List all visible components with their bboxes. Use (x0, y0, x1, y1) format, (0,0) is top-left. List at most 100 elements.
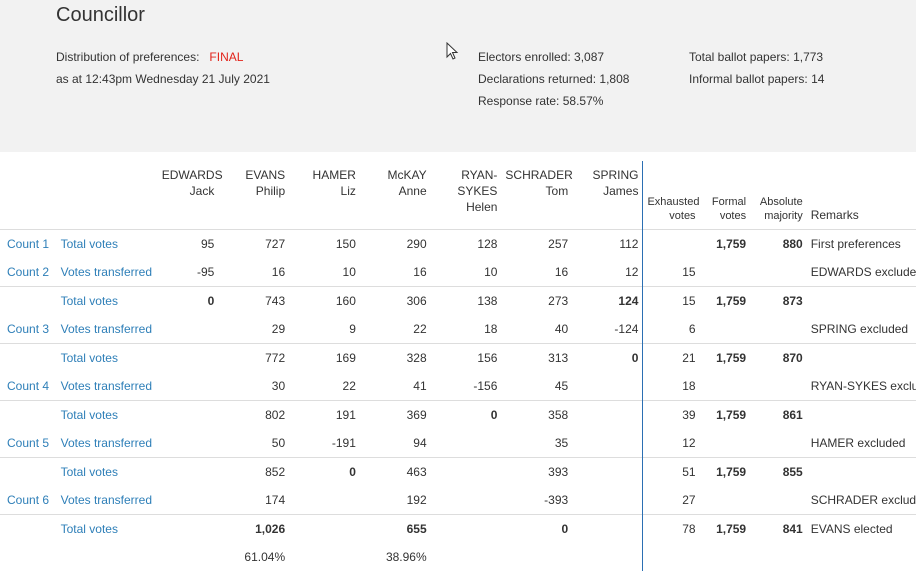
table-row: Total votes 772 169 328 156 313 0 21 1,759 870 (0, 343, 916, 372)
count-link (0, 543, 57, 571)
vote-cell: 743 (218, 286, 290, 315)
results-header: Councillor Distribution of preferences: F… (0, 0, 916, 152)
vote-cell (289, 543, 360, 571)
vote-cell: 0 (501, 514, 573, 543)
electors-enrolled: Electors enrolled: 3,087 (478, 50, 605, 64)
enrolment-stats: Electors enrolled: 3,087 Declarations re… (478, 46, 629, 112)
vote-cell: 95 (157, 229, 219, 258)
vote-cell: 169 (289, 343, 360, 372)
vote-cell: 156 (430, 343, 502, 372)
row-type-link[interactable]: Votes transferred (60, 379, 152, 393)
count-link[interactable]: Count 6 (7, 493, 50, 507)
majority-cell: 880 (750, 229, 807, 258)
vote-cell: 328 (359, 343, 431, 372)
row-type-link[interactable]: Votes transferred (60, 493, 152, 507)
vote-cell: 41 (413, 379, 427, 393)
remarks-cell: SCHRADER excluded (810, 493, 916, 507)
count-link[interactable]: Count 4 (7, 379, 50, 393)
count-link (0, 457, 57, 486)
formal-cell (700, 315, 751, 344)
remarks-cell (806, 400, 916, 429)
candidate-header: McKAY Anne (387, 168, 427, 198)
vote-cell (572, 486, 643, 515)
row-type-link[interactable]: Total votes (56, 229, 158, 258)
vote-cell (157, 514, 219, 543)
vote-cell: 16 (271, 265, 286, 279)
table-row: 61.04% 38.96% (0, 543, 916, 571)
formal-cell: 1,759 (699, 400, 751, 429)
total-ballot-papers: Total ballot papers: 1,773 (689, 50, 824, 64)
vote-cell: 306 (359, 286, 431, 315)
count-link[interactable]: Count 3 (7, 322, 50, 336)
count-link[interactable]: Count 2 (7, 265, 50, 279)
majority-cell (750, 315, 807, 344)
exhausted-cell: 21 (642, 343, 700, 372)
exhausted-cell: 12 (642, 429, 700, 458)
row-type-link[interactable]: Total votes (56, 514, 158, 543)
exhausted-cell: 27 (642, 486, 700, 515)
vote-cell (158, 315, 219, 344)
absolute-majority-header: Absolute majority (759, 196, 803, 222)
row-type-link[interactable]: Total votes (56, 286, 158, 315)
formal-cell (700, 543, 751, 571)
majority-cell (750, 486, 807, 515)
vote-cell (430, 457, 502, 486)
majority-cell: 841 (750, 514, 807, 543)
distribution-label: Distribution of preferences: (56, 50, 200, 64)
distribution-table: EDWARDS Jack EVANS Philip HAMER Liz McKAY An… (0, 161, 916, 571)
row-type-link[interactable]: Votes transferred (60, 436, 152, 450)
vote-cell: -191 (331, 436, 356, 450)
remarks-cell: SPRING excluded (810, 322, 909, 336)
remarks-cell: EVANS elected (806, 514, 916, 543)
vote-cell: 38.96% (385, 550, 427, 564)
vote-cell (158, 486, 219, 515)
count-link (0, 514, 57, 543)
exhausted-cell: 15 (642, 258, 700, 287)
vote-cell: 16 (554, 265, 569, 279)
count-link (0, 343, 57, 372)
table-row: Count 4 Votes transferred 30 22 41 -156 45 18 RY… (0, 372, 916, 401)
vote-cell: 0 (572, 343, 643, 372)
ballot-stats: Total ballot papers: 1,773 Informal ball… (689, 46, 824, 90)
majority-cell (750, 429, 807, 458)
remarks-cell: HAMER excluded (810, 436, 906, 450)
declarations-returned: Declarations returned: 1,808 (478, 72, 630, 86)
formal-cell (700, 258, 751, 287)
vote-cell (572, 543, 643, 571)
distribution-info: Distribution of preferences: FINAL as at … (56, 46, 270, 90)
distribution-status: Distribution of preferences: FINAL (56, 46, 270, 68)
remarks-cell (806, 457, 916, 486)
vote-cell: 50 (271, 436, 286, 450)
count-link (0, 400, 57, 429)
count-link[interactable]: Count 5 (7, 436, 50, 450)
table-row: Count 2 Votes transferred -95 16 10 16 10 16 12 1… (0, 258, 916, 287)
row-type-link[interactable]: Total votes (56, 343, 158, 372)
vote-cell (431, 429, 502, 458)
vote-cell (501, 543, 572, 571)
formal-cell (700, 372, 751, 401)
count-link[interactable]: Count 1 (0, 229, 57, 258)
formal-cell: 1,759 (699, 229, 751, 258)
row-type-link (57, 543, 158, 571)
response-rate: Response rate: 58.57% (478, 94, 604, 108)
exhausted-cell: 15 (642, 286, 700, 315)
vote-cell: 273 (501, 286, 573, 315)
row-type-link[interactable]: Votes transferred (60, 265, 152, 279)
vote-cell: 61.04% (244, 550, 286, 564)
vote-cell: 852 (218, 457, 290, 486)
vote-cell: 393 (501, 457, 573, 486)
vote-cell: 22 (342, 379, 356, 393)
vote-cell: 16 (413, 265, 427, 279)
vote-cell: 369 (359, 400, 431, 429)
vote-cell: 0 (430, 400, 502, 429)
vote-cell (572, 429, 643, 458)
row-type-link[interactable]: Total votes (56, 400, 158, 429)
formal-cell (700, 429, 751, 458)
row-type-link[interactable]: Total votes (56, 457, 158, 486)
vote-cell: 257 (501, 229, 573, 258)
vote-cell: -393 (544, 493, 569, 507)
vote-cell: -124 (614, 322, 639, 336)
row-type-link[interactable]: Votes transferred (60, 322, 152, 336)
vote-cell (431, 543, 502, 571)
vote-cell: 727 (218, 229, 290, 258)
